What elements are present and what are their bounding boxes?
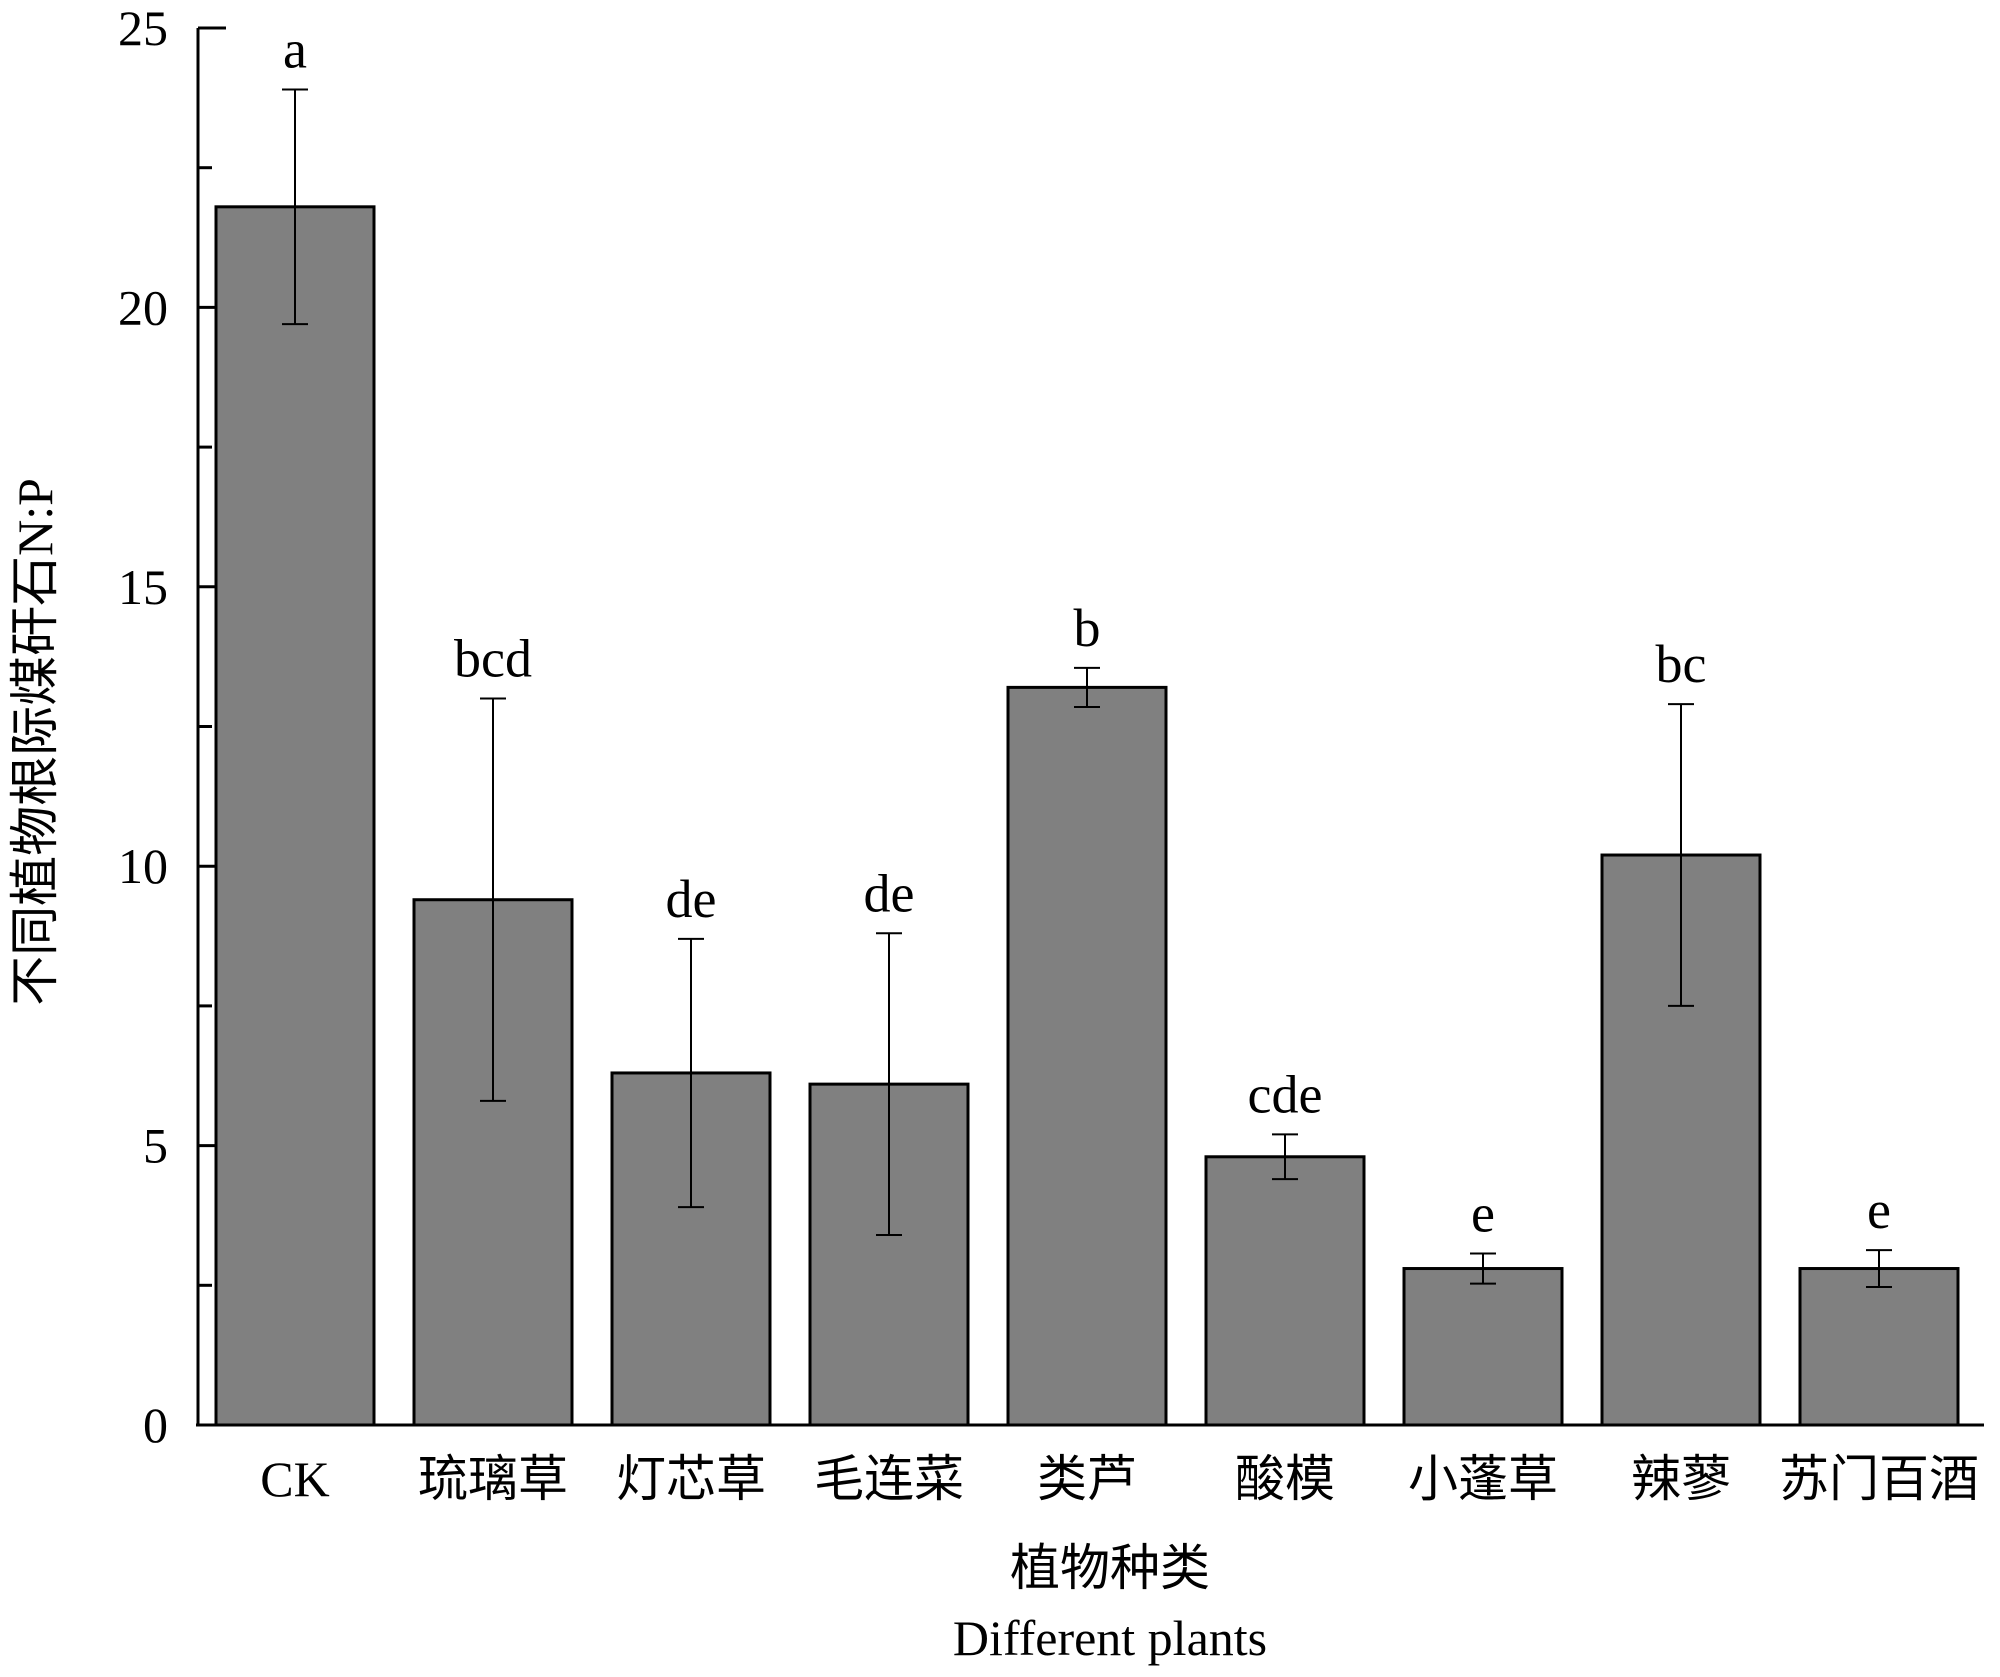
bar-5 bbox=[1204, 1155, 1366, 1427]
category-label: 小蓬草 bbox=[1408, 1451, 1558, 1507]
significance-label: de bbox=[864, 863, 915, 923]
bar-8 bbox=[1798, 1267, 1960, 1427]
error-bars-group bbox=[282, 88, 1892, 1288]
significance-label: e bbox=[1867, 1180, 1891, 1240]
bars-group bbox=[214, 205, 1960, 1427]
x-axis-title: 植物种类 bbox=[1010, 1540, 1210, 1596]
category-label: 灯芯草 bbox=[616, 1451, 766, 1507]
category-label: 辣蓼 bbox=[1631, 1451, 1731, 1507]
significance-label: de bbox=[666, 869, 717, 929]
bar-4 bbox=[1006, 685, 1168, 1427]
category-label: 酸模 bbox=[1235, 1451, 1335, 1507]
category-labels-group: CK 琉璃草 灯芯草 毛连菜 类芦 酸模 小蓬草 辣蓼 苏门百酒 bbox=[260, 1451, 1979, 1507]
bar-0 bbox=[214, 205, 376, 1427]
category-label: CK bbox=[260, 1451, 329, 1507]
significance-label: e bbox=[1471, 1183, 1495, 1243]
y-tick-label: 5 bbox=[143, 1118, 168, 1174]
x-axis-title-en: Different plants bbox=[953, 1610, 1267, 1666]
y-tick-label: 0 bbox=[143, 1397, 168, 1453]
category-label: 类芦 bbox=[1037, 1451, 1137, 1507]
category-label: 苏门百酒 bbox=[1779, 1451, 1979, 1507]
y-axis-title: 不同植物根际煤矸石N:P bbox=[7, 478, 63, 1006]
significance-label: cde bbox=[1248, 1064, 1323, 1124]
category-label: 毛连菜 bbox=[814, 1451, 964, 1507]
category-label: 琉璃草 bbox=[418, 1451, 568, 1507]
y-axis: 0 5 10 15 20 25 bbox=[118, 0, 226, 1453]
significance-label: bcd bbox=[454, 629, 532, 689]
significance-label: a bbox=[283, 19, 307, 79]
bar-6 bbox=[1402, 1267, 1564, 1427]
y-tick-label: 20 bbox=[118, 279, 168, 335]
y-tick-label: 25 bbox=[118, 0, 168, 56]
y-tick-label: 10 bbox=[118, 838, 168, 894]
y-tick-label: 15 bbox=[118, 559, 168, 615]
significance-label: b bbox=[1074, 598, 1101, 658]
significance-labels-group: a bcd de de b cde e bc e bbox=[283, 19, 1891, 1243]
significance-label: bc bbox=[1656, 634, 1707, 694]
